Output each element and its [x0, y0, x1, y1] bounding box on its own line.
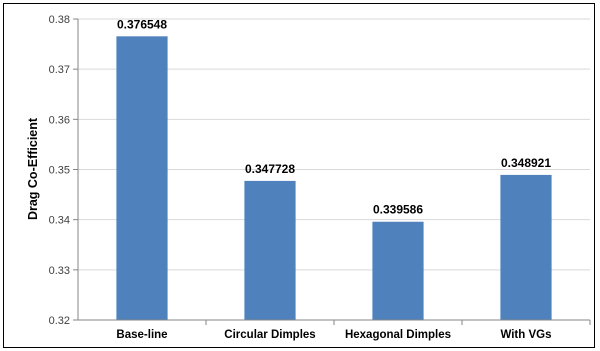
y-tick-label: 0.34	[49, 215, 70, 227]
bars	[116, 36, 591, 325]
y-tick-label: 0.33	[49, 265, 70, 277]
category-label: Hexagonal Dimples	[345, 329, 451, 341]
y-tick-label: 0.32	[49, 315, 70, 327]
data-label: 0.339586	[373, 203, 423, 217]
y-tick-label: 0.36	[49, 114, 70, 126]
axes	[77, 19, 590, 321]
y-tick-label: 0.37	[49, 64, 70, 76]
chart-frame	[3, 3, 595, 348]
y-tick-labels: 0.32 0.33 0.34 0.35 0.36 0.37 0.38	[49, 14, 70, 327]
bar-1	[244, 180, 296, 320]
data-labels: 0.376548 0.347728 0.339586 0.348921	[117, 17, 551, 216]
category-label: With VGs	[500, 329, 551, 341]
data-label: 0.348921	[501, 156, 551, 170]
y-tick-label: 0.35	[49, 165, 70, 177]
bar-3	[500, 174, 552, 320]
y-tick-label: 0.38	[49, 14, 70, 26]
bar-2	[372, 221, 424, 320]
data-label: 0.376548	[117, 17, 167, 31]
bar-0	[116, 36, 168, 320]
data-label: 0.347728	[245, 162, 295, 176]
category-label: Base-line	[116, 329, 167, 341]
category-labels: Base-line Circular Dimples Hexagonal Dimpl…	[116, 329, 551, 341]
y-axis-title: Drag Co-Efficient	[26, 117, 40, 220]
category-label: Circular Dimples	[224, 329, 315, 341]
